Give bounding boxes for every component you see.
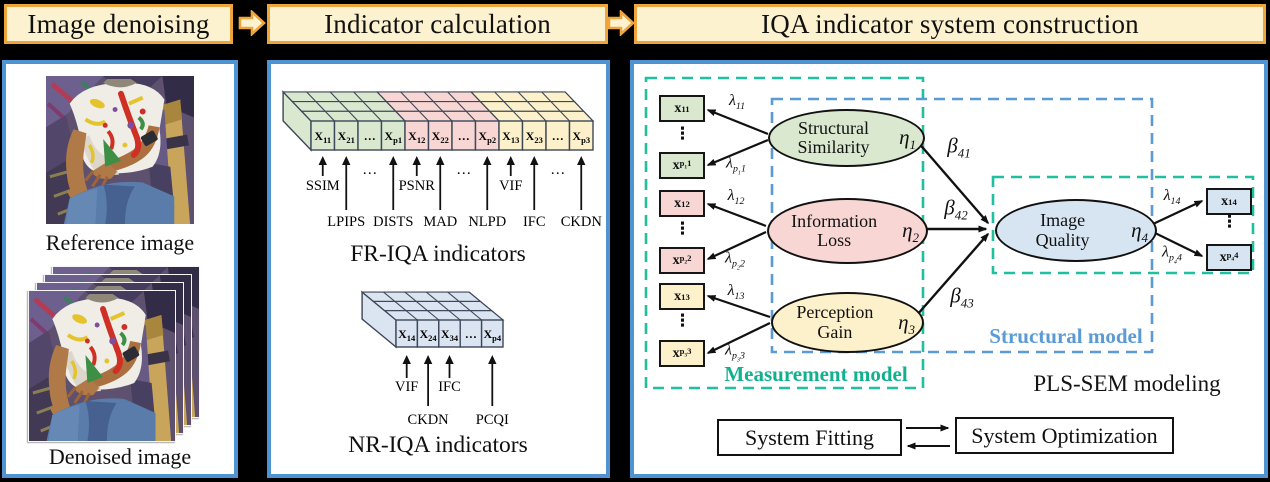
beta-42-label: β42 bbox=[944, 195, 968, 223]
structural-model-label: Structural model bbox=[989, 324, 1143, 348]
reference-image bbox=[46, 76, 194, 224]
lambda-p2-label: λp22 bbox=[725, 249, 745, 272]
header-image-denoising: Image denoising bbox=[4, 4, 233, 44]
vertical-ellipsis: ⋮ bbox=[674, 311, 691, 331]
latent-perception-gain: Perception Gain η3 bbox=[771, 292, 924, 353]
latent-label: Perception Gain bbox=[796, 302, 874, 342]
lambda-p4-label: λp44 bbox=[1162, 243, 1182, 266]
indicator-box-xp2: x p22 bbox=[659, 247, 705, 274]
eta1-symbol: η1 bbox=[899, 124, 916, 153]
header-label: IQA indicator system construction bbox=[761, 8, 1139, 39]
panel-indicator-calculation bbox=[267, 60, 610, 478]
panel-system-construction bbox=[630, 60, 1268, 478]
latent-image-quality: Image Quality η4 bbox=[995, 199, 1157, 262]
vertical-ellipsis: ⋮ bbox=[674, 219, 691, 239]
latent-label: Image Quality bbox=[1035, 210, 1090, 250]
denoised-image-stack-front bbox=[28, 290, 176, 442]
indicator-box-x12: x 12 bbox=[659, 190, 705, 217]
latent-structural-similarity: Structural Similarity η1 bbox=[768, 109, 925, 167]
header-label: Indicator calculation bbox=[324, 8, 551, 39]
fr-iqa-caption: FR-IQA indicators bbox=[350, 241, 526, 267]
vertical-ellipsis: ⋮ bbox=[674, 124, 691, 144]
header-label: Image denoising bbox=[27, 8, 210, 39]
lambda-14-label: λ14 bbox=[1163, 187, 1181, 208]
system-optimization-box: System Optimization bbox=[955, 417, 1174, 454]
lambda-12-label: λ12 bbox=[727, 187, 745, 208]
reference-image-caption: Reference image bbox=[45, 230, 195, 255]
indicator-box-xp4: x p44 bbox=[1206, 244, 1252, 271]
indicator-box-xp3: x p33 bbox=[659, 340, 705, 367]
header-iqa-system-construction: IQA indicator system construction bbox=[634, 4, 1266, 44]
lambda-p1-label: λp11 bbox=[726, 154, 746, 177]
flow-arrow-icon bbox=[238, 10, 266, 36]
beta-43-label: β43 bbox=[950, 283, 974, 311]
system-fitting-box: System Fitting bbox=[717, 419, 902, 456]
eta4-symbol: η4 bbox=[1131, 217, 1148, 245]
indicator-box-xp1: x p11 bbox=[659, 152, 705, 179]
flow-arrow-icon bbox=[607, 10, 635, 36]
denoised-image-caption: Denoised image bbox=[48, 444, 192, 469]
lambda-11-label: λ11 bbox=[728, 92, 746, 113]
indicator-box-x14: x 14 bbox=[1206, 188, 1252, 215]
nr-iqa-caption: NR-IQA indicators bbox=[348, 432, 528, 458]
measurement-model-label: Measurement model bbox=[724, 362, 908, 386]
latent-label: Information Loss bbox=[791, 210, 878, 250]
pls-sem-modeling-label: PLS-SEM modeling bbox=[1033, 371, 1221, 396]
lambda-13-label: λ13 bbox=[727, 282, 745, 303]
vertical-ellipsis: ⋮ bbox=[1221, 212, 1238, 232]
header-indicator-calculation: Indicator calculation bbox=[267, 4, 608, 44]
latent-information-loss: Information Loss η2 bbox=[767, 198, 928, 264]
eta2-symbol: η2 bbox=[902, 217, 919, 246]
lambda-p3-label: λp33 bbox=[725, 341, 745, 364]
latent-label: Structural Similarity bbox=[797, 117, 870, 157]
indicator-box-x11: x 11 bbox=[659, 95, 705, 122]
eta3-symbol: η3 bbox=[898, 309, 915, 337]
indicator-box-x13: x 13 bbox=[659, 283, 705, 310]
beta-41-label: β41 bbox=[947, 133, 971, 161]
